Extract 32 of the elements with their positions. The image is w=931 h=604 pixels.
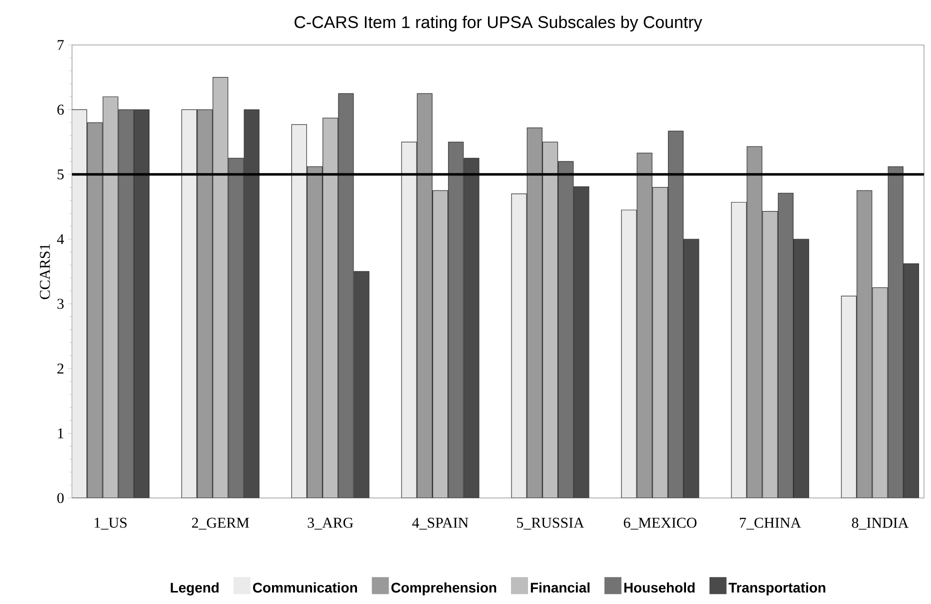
x-tick-label: 8_INDIA	[852, 518, 909, 530]
legend-label: Comprehension	[391, 582, 496, 596]
y-tick-label: 0	[57, 492, 64, 504]
legend-label: Transportation	[728, 582, 826, 596]
y-tick-label: 6	[57, 104, 64, 115]
x-tick-label: 4_SPAIN	[412, 518, 468, 530]
y-tick-label: 2	[57, 364, 64, 374]
x-tick-label: 7_CHINA	[740, 518, 802, 530]
legend-label: Financial	[530, 582, 590, 593]
y-tick-label: 5	[58, 169, 64, 180]
chart-title: C-CARS Item 1 rating for UPSA Subscales by Country	[294, 16, 702, 32]
legend-label: Household	[624, 582, 695, 593]
bar	[306, 166, 323, 498]
bar	[526, 128, 542, 498]
y-tick-label: 3	[57, 298, 64, 309]
y-axis-title: CCARS1	[40, 244, 50, 300]
y-tick-label: 4	[57, 234, 64, 244]
x-tick-label: 1_US	[94, 518, 127, 530]
bar	[87, 122, 103, 498]
bar	[856, 190, 872, 498]
legend-label: Communication	[253, 582, 357, 593]
y-tick-label: 7	[58, 40, 64, 50]
bar	[197, 109, 213, 498]
x-tick-label: 2_GERM	[192, 518, 250, 530]
x-tick-label: 6_MEXICO	[624, 518, 696, 530]
x-tick-label: 3_ARG	[308, 518, 354, 530]
bar	[416, 93, 432, 498]
y-tick-label: 1	[58, 428, 64, 438]
legend-title: Legend	[170, 582, 219, 596]
bar	[636, 152, 652, 498]
x-tick-label: 5_RUSSIA	[517, 518, 584, 530]
bar	[746, 146, 762, 498]
